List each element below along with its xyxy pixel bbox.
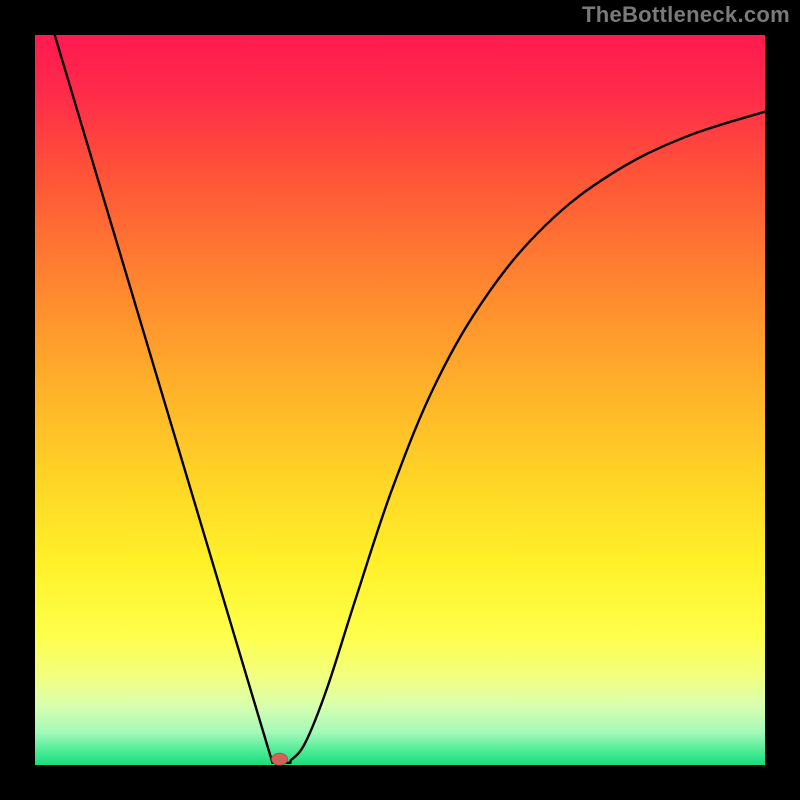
minimum-marker <box>272 753 288 765</box>
watermark-text: TheBottleneck.com <box>582 2 790 28</box>
chart-container: TheBottleneck.com <box>0 0 800 800</box>
plot-area <box>35 35 765 765</box>
chart-svg <box>0 0 800 800</box>
